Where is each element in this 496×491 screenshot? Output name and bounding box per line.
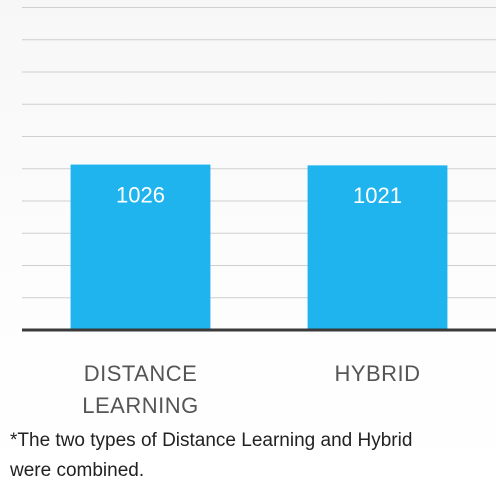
bar (70, 164, 211, 330)
footnote: *The two types of Distance Learning and … (10, 430, 413, 481)
x-tick-label: HYBRID (334, 361, 421, 386)
x-tick-label: DISTANCE LEARNING (82, 361, 199, 418)
value-label: 1026 (116, 182, 165, 207)
bar (307, 165, 448, 330)
value-label: 1021 (353, 183, 402, 208)
